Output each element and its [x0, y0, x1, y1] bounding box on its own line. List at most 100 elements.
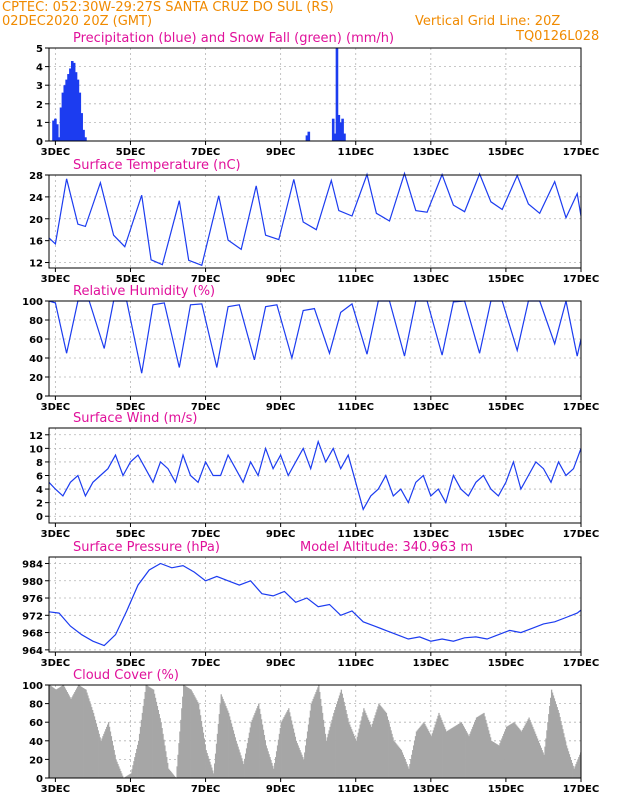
cloud-bar [183, 685, 185, 778]
cloud-bar [85, 689, 87, 778]
cloud-bar [390, 730, 392, 778]
rh-panel: Relative Humidity (%) 0 20 40 60 80 100 3DEC 5DE… [22, 284, 599, 413]
cloud-bar [109, 731, 112, 778]
cloud-bar [478, 715, 480, 778]
cloud-bar [277, 739, 280, 778]
cloud-bar [429, 734, 432, 778]
cloud-bar [499, 743, 501, 778]
cloud-bar [106, 726, 108, 778]
cloud-bar [445, 731, 448, 778]
cloud-bar [433, 727, 435, 778]
cloud-bar [150, 687, 152, 778]
cloud-bar [367, 719, 370, 778]
cloud-bar [218, 714, 220, 778]
cloud-bar [209, 761, 211, 778]
cloud-bar [231, 726, 234, 778]
cloud-bar [326, 737, 328, 778]
cloud-bar [196, 700, 198, 778]
cloud-bar [513, 722, 515, 778]
cloud-bar [569, 757, 572, 778]
header-grid-line: Vertical Grid Line: 20Z [415, 14, 560, 29]
cloud-bar [319, 691, 321, 778]
precip-title: Precipitation (blue) and Snow Fall (gree… [73, 31, 394, 46]
cloud-bar [248, 732, 251, 778]
cloud-bar [132, 765, 134, 778]
cloud-bar [515, 724, 517, 778]
cloud-bar [234, 737, 236, 778]
cloud-bar [553, 698, 556, 778]
cloud-bar [322, 719, 325, 778]
cloud-bar [573, 768, 575, 778]
cloud-bar [448, 729, 450, 778]
cloud-bar [496, 744, 498, 778]
cloud-bar [324, 733, 327, 778]
cloud-bar [453, 726, 455, 778]
cloud-bar [99, 737, 101, 778]
cloud-bar [266, 748, 268, 778]
precip-bar [63, 85, 67, 141]
cloud-bar [574, 766, 576, 778]
precip-bar [67, 74, 70, 141]
cloud-bar [401, 752, 404, 778]
cloud-bar [428, 732, 431, 778]
cloud-bar [335, 707, 337, 778]
cloud-bar [291, 724, 294, 778]
cloud-bar [287, 709, 289, 778]
cloud-bar [461, 723, 464, 778]
cloud-bar [521, 729, 524, 778]
cloud-bar [169, 771, 172, 778]
cloud-bar [107, 722, 110, 778]
cloud-bar [497, 744, 499, 778]
cloud-bar [188, 688, 190, 778]
cloud-bar [226, 708, 228, 778]
rh-line [48, 300, 582, 374]
cloud-bar [144, 691, 146, 778]
cloud-xtick-label: 7DEC [191, 784, 220, 795]
cloud-bar [468, 736, 470, 778]
cloud-bar [368, 722, 371, 778]
wind-xtick-label: 11DEC [338, 529, 374, 540]
wind-xtick-label: 7DEC [191, 529, 220, 540]
precip-bar [333, 133, 337, 141]
cloud-bar [167, 762, 169, 778]
cloud-bar [219, 704, 221, 778]
cloud-bar [59, 687, 61, 778]
cloud-bar [70, 698, 72, 778]
cloud-bar [571, 762, 573, 778]
cloud-bar [92, 712, 95, 778]
cloud-bar [327, 733, 329, 778]
cloud-bar [378, 703, 380, 778]
cloud-title: Cloud Cover (%) [73, 668, 179, 683]
rh-xtick-label: 9DEC [266, 402, 295, 413]
cloud-bar [158, 714, 160, 778]
cloud-bar [168, 768, 170, 778]
cloud-bar [207, 755, 209, 778]
cloud-bar [240, 755, 242, 778]
cloud-bar [502, 736, 504, 778]
cloud-bar [565, 745, 568, 778]
cloud-frame [48, 684, 582, 779]
precip-bar [339, 122, 343, 141]
precip-panel: Precipitation (blue) and Snow Fall (gree… [36, 31, 599, 158]
cloud-bar [228, 712, 230, 778]
cloud-xtick-label: 5DEC [116, 784, 145, 795]
precip-bar [337, 114, 341, 141]
press-xtick-label: 17DEC [563, 658, 599, 669]
cloud-bar [556, 707, 558, 778]
cloud-bar [307, 724, 310, 778]
cloud-bar [306, 731, 309, 778]
wind-ytick-label: 10 [29, 444, 43, 455]
rh-xtick-label: 3DEC [41, 402, 70, 413]
cloud-bar [353, 736, 356, 778]
cloud-bar [89, 701, 91, 778]
cloud-bar [412, 750, 414, 778]
cloud-bar [67, 693, 69, 778]
cloud-bar [215, 743, 218, 778]
cloud-bar [245, 748, 248, 778]
cloud-bar [337, 698, 340, 778]
temp-xtick-label: 17DEC [563, 274, 599, 285]
cloud-bar [295, 740, 297, 778]
cloud-bar [137, 740, 140, 778]
cloud-bar [527, 719, 529, 778]
cloud-bar [280, 722, 282, 778]
